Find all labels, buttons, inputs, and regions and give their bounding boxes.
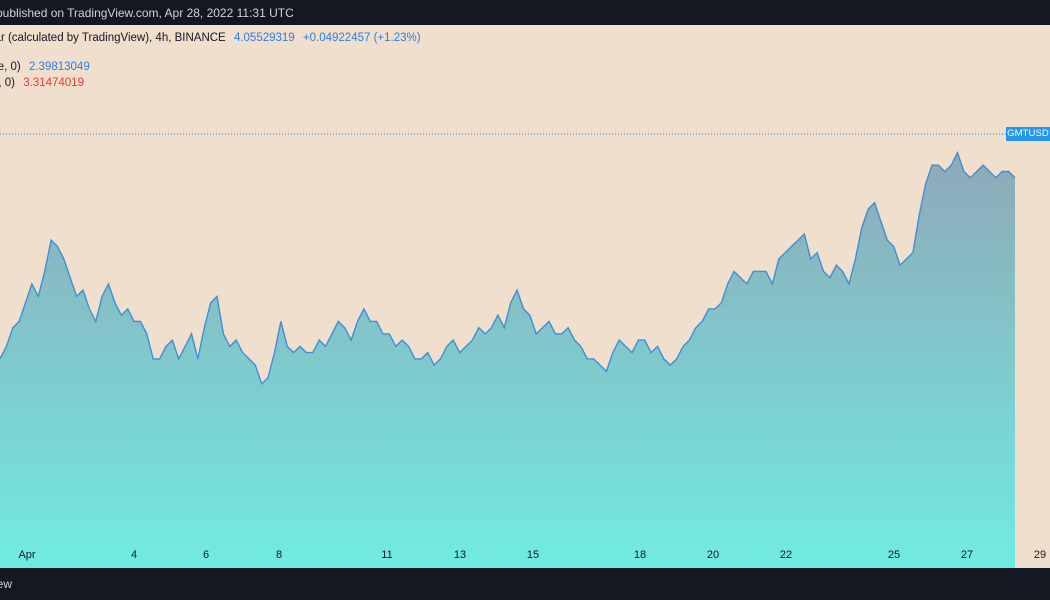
chart-area[interactable]: lar (calculated by TradingView), 4h, BIN… xyxy=(0,25,1050,568)
legend-line-2: se, 0) 2.39813049 xyxy=(0,61,90,73)
price-area xyxy=(0,152,1015,568)
tradingview-brand[interactable]: iew xyxy=(0,577,13,591)
legend-line-3: e, 0) 3.31474019 xyxy=(0,77,84,89)
x-tick-label: 20 xyxy=(706,549,720,561)
legend-line-2-label: se, 0) xyxy=(0,61,21,73)
x-tick-label: 18 xyxy=(633,549,647,561)
price-line xyxy=(0,150,1016,386)
price-tag: GMTUSD xyxy=(1006,127,1050,141)
legend-line-3-value: 3.31474019 xyxy=(23,77,84,89)
x-tick-label: 29 xyxy=(1033,549,1047,561)
x-tick-label: 8 xyxy=(275,549,283,561)
legend-line-3-label: e, 0) xyxy=(0,77,16,89)
x-tick-label: 11 xyxy=(381,549,393,561)
legend-change: +0.04922457 (+1.23%) xyxy=(302,32,421,44)
x-tick-label: 6 xyxy=(202,549,210,561)
legend-line-2-value: 2.39813049 xyxy=(28,61,90,73)
legend-price: 4.05529319 xyxy=(233,32,295,44)
x-tick-label: 27 xyxy=(960,549,974,561)
x-tick-label: Apr xyxy=(18,549,36,561)
x-tick-label: 15 xyxy=(526,549,540,561)
published-text: published on TradingView.com, Apr 28, 20… xyxy=(0,6,294,20)
x-tick-label: 13 xyxy=(453,549,467,561)
area-chart[interactable] xyxy=(0,25,1050,568)
legend-symbol: lar (calculated by TradingView), 4h, BIN… xyxy=(0,32,226,44)
top-bar: published on TradingView.com, Apr 28, 20… xyxy=(0,0,1050,25)
x-tick-label: 25 xyxy=(887,549,901,561)
bottom-bar: iew xyxy=(0,568,1050,600)
x-tick-label: 22 xyxy=(779,549,793,561)
x-tick-label: 4 xyxy=(130,549,138,561)
legend-symbol-line: lar (calculated by TradingView), 4h, BIN… xyxy=(0,32,421,44)
